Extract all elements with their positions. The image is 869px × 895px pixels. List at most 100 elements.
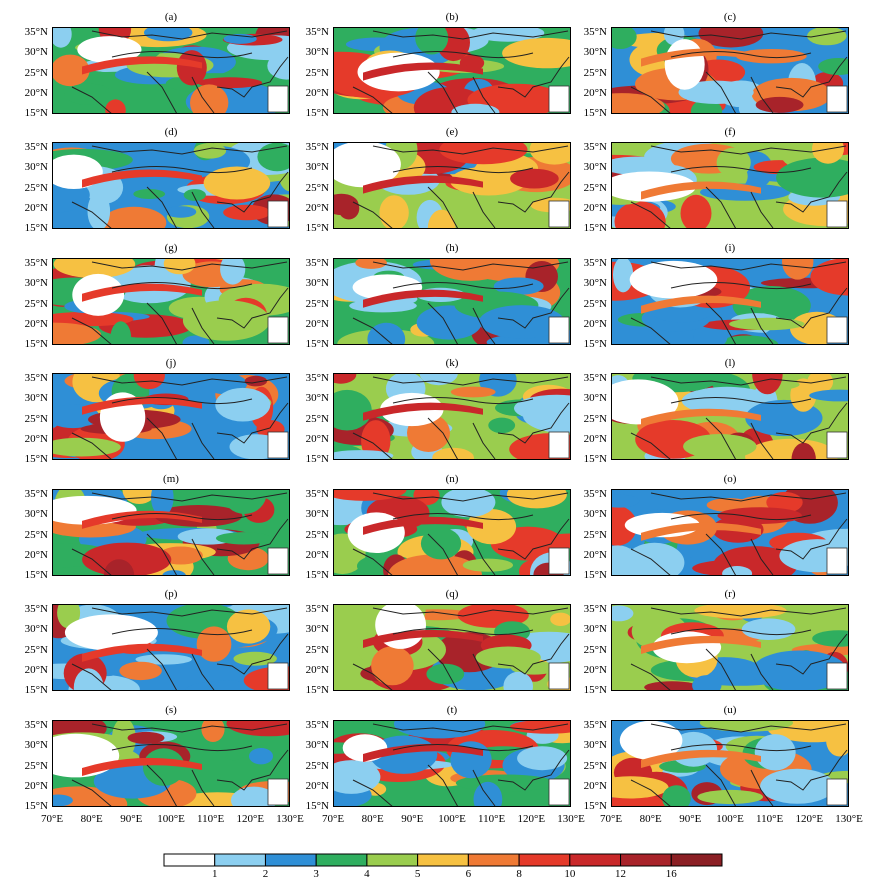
field-contour — [363, 516, 483, 535]
panel-label: (j) — [165, 357, 177, 369]
y-tick-label: 25°N — [305, 181, 329, 194]
field-contour — [439, 142, 528, 165]
field-contour — [611, 171, 696, 202]
field-contour — [441, 489, 496, 518]
y-tick-label: 30°N — [583, 46, 607, 59]
panel-frame — [333, 604, 571, 691]
colorbar-segment — [366, 853, 419, 867]
field-contour — [415, 27, 449, 55]
x-tick-label: 130°E — [557, 813, 585, 825]
panel-label: (e) — [445, 126, 459, 138]
field-contour — [683, 434, 757, 459]
field-contour — [233, 651, 277, 666]
y-tick-label: 20°N — [24, 663, 48, 676]
field-contour — [363, 629, 483, 648]
field-contour — [87, 191, 111, 229]
panel-frame — [333, 27, 571, 114]
field-contour — [363, 743, 483, 763]
colorbar-segment — [670, 853, 723, 867]
field-contour — [82, 510, 202, 529]
map-border — [71, 376, 289, 460]
south-china-sea-inset — [548, 547, 570, 575]
field-contour — [641, 635, 761, 654]
colorbar-tick-label: 5 — [414, 868, 421, 880]
y-tick-label: 35°N — [24, 372, 48, 384]
field-contour — [82, 56, 202, 75]
panel-frame — [611, 142, 849, 229]
map-border — [352, 492, 570, 576]
field-contour — [379, 195, 409, 229]
y-tick-label: 15°N — [583, 107, 607, 119]
y-tick-label: 25°N — [305, 643, 329, 656]
y-tick-label: 30°N — [24, 277, 48, 290]
field-contour — [82, 542, 172, 576]
field-contour — [611, 494, 640, 508]
x-tick-label: 80°E — [361, 813, 384, 825]
field-contour — [522, 397, 571, 434]
field-contour — [73, 668, 104, 691]
y-tick-label: 25°N — [305, 297, 329, 310]
y-tick-label: 35°N — [583, 141, 607, 153]
panel-label: (l) — [724, 357, 736, 369]
colorbar-segment — [417, 853, 469, 867]
y-tick-label: 20°N — [305, 663, 329, 676]
y-tick-label: 15°N — [24, 800, 48, 812]
y-tick-label: 35°N — [305, 488, 329, 500]
south-china-sea-inset — [826, 85, 848, 113]
x-tick-label: 90°E — [679, 813, 702, 825]
south-china-sea-inset — [826, 200, 848, 228]
field-contour — [641, 48, 761, 67]
map-panel — [333, 258, 571, 345]
map-panel — [333, 720, 571, 807]
colorbar-segment — [264, 853, 317, 867]
field-contour — [420, 527, 462, 560]
y-tick-label: 20°N — [24, 201, 48, 214]
y-tick-label: 20°N — [24, 317, 48, 330]
field-contour — [722, 566, 753, 576]
field-contour — [475, 646, 541, 669]
field-contour — [614, 201, 666, 229]
field-contour — [53, 258, 136, 278]
field-contour — [52, 794, 73, 807]
map-panel — [611, 720, 849, 807]
y-tick-label: 20°N — [583, 663, 607, 676]
y-tick-label: 35°N — [305, 372, 329, 384]
field-contour — [664, 39, 705, 90]
map-border — [352, 30, 570, 114]
y-tick-label: 35°N — [305, 257, 329, 269]
field-contour — [729, 317, 805, 331]
field-contour — [681, 386, 773, 415]
south-china-sea-inset — [267, 662, 289, 690]
field-contour — [624, 542, 685, 576]
field-contour — [694, 604, 787, 619]
field-contour — [791, 442, 816, 460]
panel-frame — [52, 27, 290, 114]
south-china-sea-inset — [548, 662, 570, 690]
field-contour — [432, 447, 474, 460]
y-tick-label: 25°N — [583, 181, 607, 194]
map-panel — [52, 373, 290, 460]
y-tick-label: 20°N — [24, 548, 48, 561]
field-contour — [550, 612, 571, 626]
field-contour — [105, 99, 126, 114]
colorbar-tick-label: 10 — [564, 868, 576, 880]
panel-frame — [333, 720, 571, 807]
y-tick-label: 30°N — [24, 508, 48, 521]
field-contour — [367, 322, 406, 345]
y-tick-label: 20°N — [583, 201, 607, 214]
field-contour — [807, 27, 847, 46]
y-tick-label: 35°N — [583, 488, 607, 500]
map-border — [630, 492, 848, 576]
y-tick-label: 25°N — [24, 759, 48, 772]
x-tick-label: 70°E — [40, 813, 64, 825]
y-tick-label: 15°N — [305, 569, 329, 581]
south-china-sea-inset — [267, 778, 289, 806]
y-tick-label: 15°N — [583, 338, 607, 350]
south-china-sea-inset — [548, 431, 570, 459]
south-china-sea-inset — [267, 431, 289, 459]
field-contour — [619, 720, 683, 760]
panel-frame — [611, 720, 849, 807]
field-contour — [473, 781, 503, 807]
south-china-sea-inset — [826, 431, 848, 459]
field-contour — [818, 58, 849, 75]
